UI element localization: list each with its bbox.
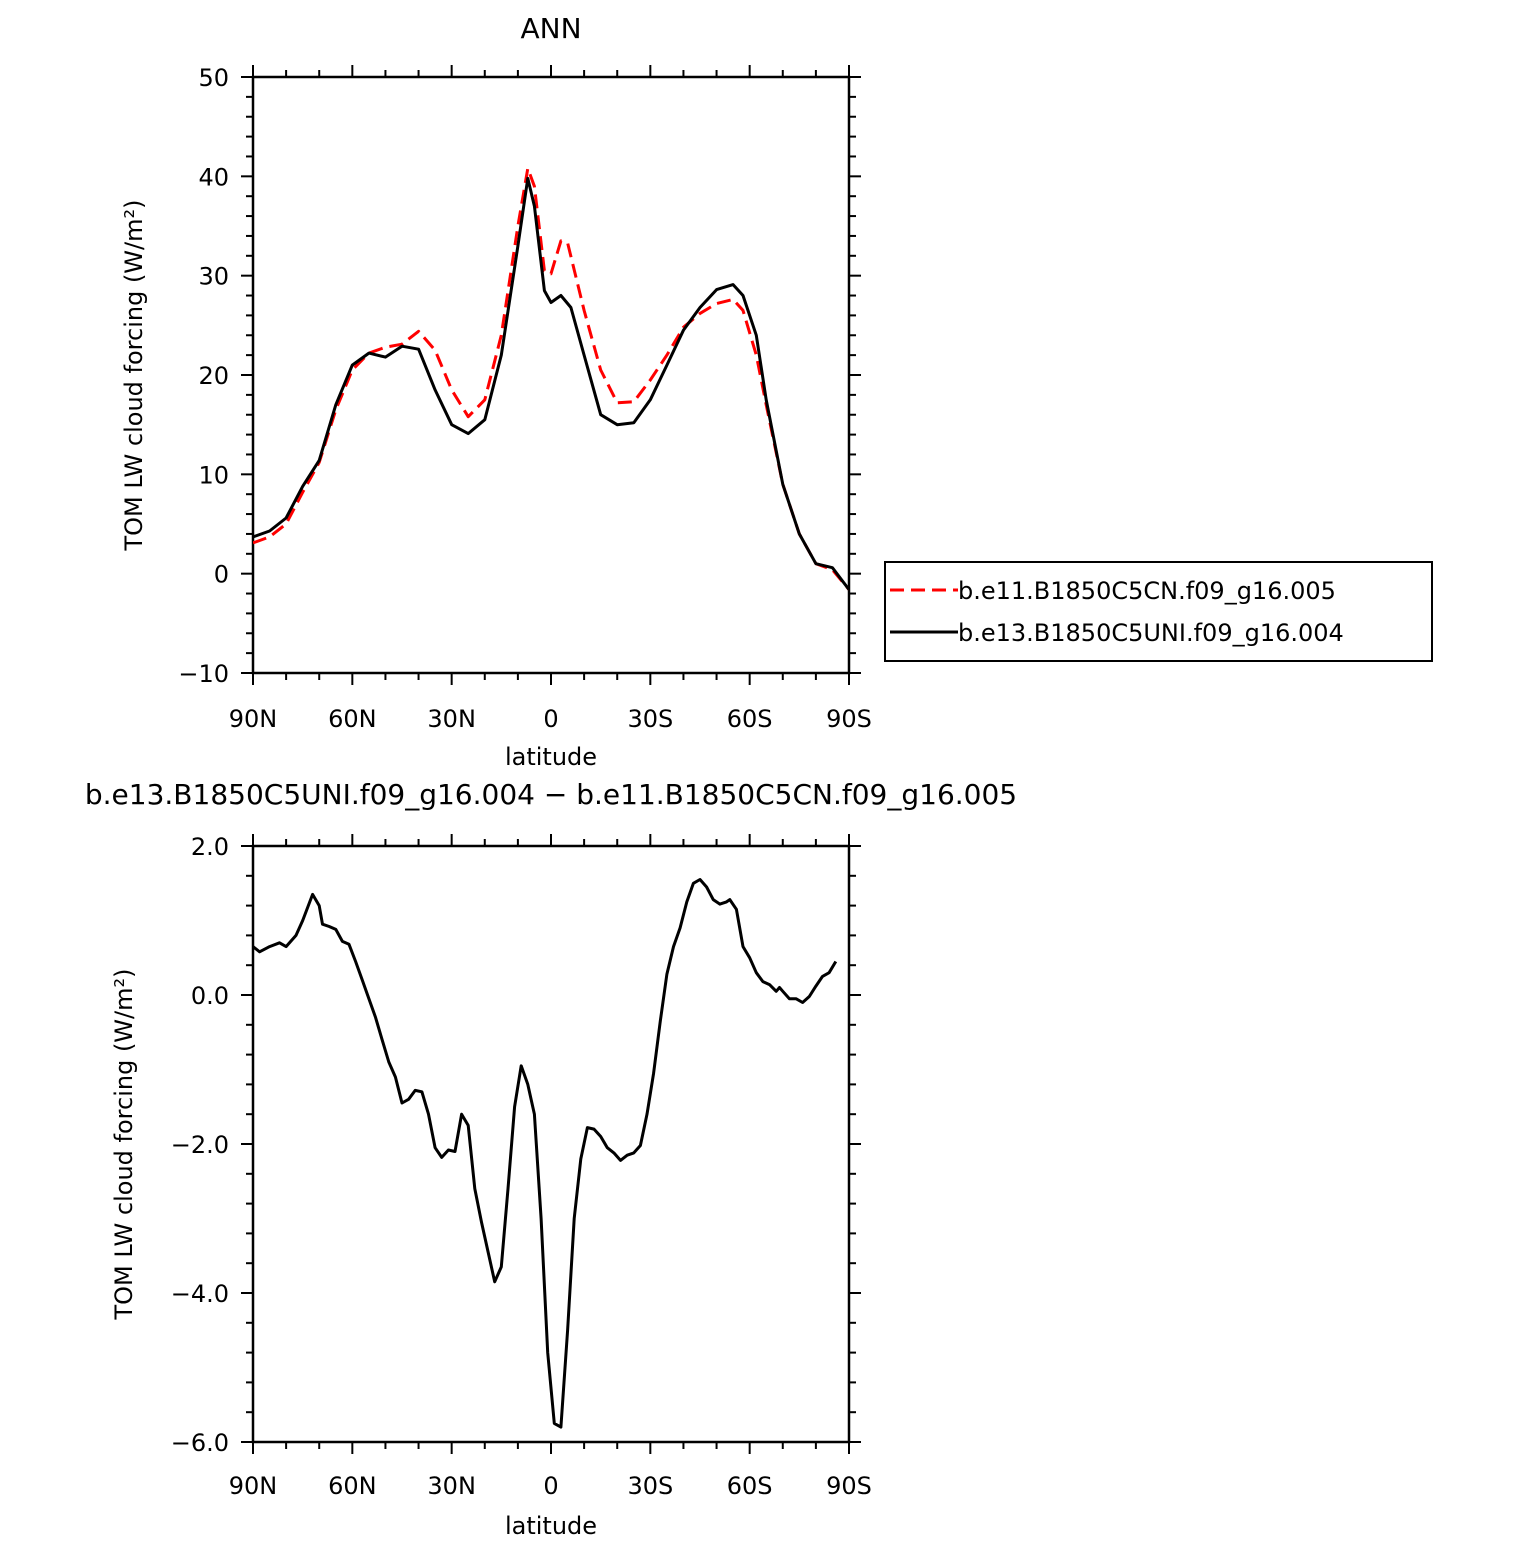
x-axis-label: latitude xyxy=(505,743,597,771)
y-tick-label: 30 xyxy=(198,263,229,291)
series-line-1 xyxy=(253,176,849,591)
chart-title: b.e13.B1850C5UNI.f09_g16.004 − b.e11.B18… xyxy=(85,778,1017,811)
legend-box xyxy=(884,561,1433,662)
series-line-0 xyxy=(253,166,849,591)
x-tick-label: 60S xyxy=(727,705,773,733)
x-tick-label: 60S xyxy=(727,1472,773,1500)
chart-title: ANN xyxy=(520,12,581,45)
y-tick-label: −2.0 xyxy=(171,1131,229,1159)
x-tick-label: 30N xyxy=(427,705,476,733)
x-tick-label: 0 xyxy=(543,1472,558,1500)
y-axis-label: TOM LW cloud forcing (W/m²) xyxy=(120,200,148,552)
plot-frame xyxy=(251,75,851,675)
x-tick-label: 90S xyxy=(826,1472,872,1500)
x-tick-label: 30N xyxy=(427,1472,476,1500)
x-tick-label: 0 xyxy=(543,705,558,733)
y-tick-label: −6.0 xyxy=(171,1429,229,1457)
x-tick-label: 30S xyxy=(627,705,673,733)
x-tick-label: 30S xyxy=(627,1472,673,1500)
x-tick-label: 90N xyxy=(229,705,278,733)
legend-entry: b.e11.B1850C5CN.f09_g16.005 xyxy=(958,577,1336,605)
x-tick-label: 90S xyxy=(826,705,872,733)
top-panel: ANN 90N 60N 30N 0 30S 60S 90S −10 0 10 20 30 40 50 lati… xyxy=(120,12,872,771)
x-axis-label: latitude xyxy=(505,1512,597,1540)
bottom-panel: b.e13.B1850C5UNI.f09_g16.004 − b.e11.B18… xyxy=(85,778,1017,1540)
x-tick-label: 60N xyxy=(328,1472,377,1500)
y-tick-label: 20 xyxy=(198,362,229,390)
y-axis-label: TOM LW cloud forcing (W/m²) xyxy=(110,969,138,1321)
series-line-0 xyxy=(253,878,838,1429)
legend: b.e11.B1850C5CN.f09_g16.005 b.e13.B1850C5… xyxy=(884,561,1433,662)
y-tick-label: −4.0 xyxy=(171,1280,229,1308)
legend-entry: b.e13.B1850C5UNI.f09_g16.004 xyxy=(958,619,1344,647)
x-tick-label: 90N xyxy=(229,1472,278,1500)
y-tick-label: 40 xyxy=(198,163,229,191)
x-tick-label: 60N xyxy=(328,705,377,733)
y-tick-label: 2.0 xyxy=(191,833,229,861)
y-tick-label: −10 xyxy=(178,660,229,688)
plot-frame xyxy=(251,844,851,1444)
y-tick-label: 0 xyxy=(214,561,229,589)
y-tick-label: 50 xyxy=(198,64,229,92)
y-tick-label: 10 xyxy=(198,461,229,489)
y-tick-label: 0.0 xyxy=(191,982,229,1010)
